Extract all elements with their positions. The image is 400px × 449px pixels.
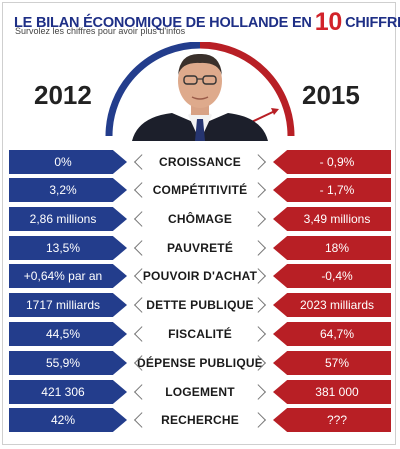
indicator-label: FISCALITÉ — [130, 322, 270, 346]
title-suffix: CHIFFRES — [345, 15, 400, 31]
indicator-label: POUVOIR D'ACHAT — [130, 264, 270, 288]
value-2012[interactable]: 3,2% — [9, 178, 127, 202]
row-chomage[interactable]: 2,86 millions CHÔMAGE 3,49 millions — [0, 207, 400, 232]
value-2012[interactable]: 2,86 millions — [9, 207, 127, 231]
indicator-label: RECHERCHE — [130, 408, 270, 432]
value-2012[interactable]: +0,64% par an — [9, 264, 127, 288]
row-fiscalite[interactable]: 44,5% FISCALITÉ 64,7% — [0, 322, 400, 347]
year-2012: 2012 — [34, 80, 92, 110]
year-2015: 2015 — [302, 80, 360, 110]
value-2015[interactable]: 3,49 millions — [273, 207, 391, 231]
value-2015[interactable]: ??? — [273, 408, 391, 432]
value-2015[interactable]: - 0,9% — [273, 150, 391, 174]
value-2012[interactable]: 42% — [9, 408, 127, 432]
row-pouvoir-achat[interactable]: +0,64% par an POUVOIR D'ACHAT -0,4% — [0, 264, 400, 289]
row-croissance[interactable]: 0% CROISSANCE - 0,9% — [0, 150, 400, 175]
value-2015[interactable]: 64,7% — [273, 322, 391, 346]
row-depense-publique[interactable]: 55,9% DÉPENSE PUBLIQUE 57% — [0, 351, 400, 376]
value-2015[interactable]: -0,4% — [273, 264, 391, 288]
value-2015[interactable]: 381 000 — [273, 380, 391, 404]
indicator-label: LOGEMENT — [130, 380, 270, 404]
infographic-frame — [2, 2, 396, 445]
row-logement[interactable]: 421 306 LOGEMENT 381 000 — [0, 380, 400, 405]
row-competitivite[interactable]: 3,2% COMPÉTITIVITÉ - 1,7% — [0, 178, 400, 203]
indicator-label: PAUVRETÉ — [130, 236, 270, 260]
value-2015[interactable]: - 1,7% — [273, 178, 391, 202]
page-title: LE BILAN ÉCONOMIQUE DE HOLLANDE EN 10 CHIF… — [14, 5, 400, 36]
indicator-label: DETTE PUBLIQUE — [130, 293, 270, 317]
value-2015[interactable]: 18% — [273, 236, 391, 260]
value-2015[interactable]: 2023 milliards — [273, 293, 391, 317]
row-recherche[interactable]: 42% RECHERCHE ??? — [0, 408, 400, 433]
row-dette-publique[interactable]: 1717 milliards DETTE PUBLIQUE 2023 milli… — [0, 293, 400, 318]
gauge-needle-head — [271, 108, 279, 115]
title-number: 10 — [314, 8, 343, 36]
title-prefix: LE BILAN ÉCONOMIQUE DE HOLLANDE EN — [14, 15, 312, 31]
indicator-label: COMPÉTITIVITÉ — [130, 178, 270, 202]
value-2015[interactable]: 57% — [273, 351, 391, 375]
value-2012[interactable]: 44,5% — [9, 322, 127, 346]
indicator-label: CROISSANCE — [130, 150, 270, 174]
indicator-label: CHÔMAGE — [130, 207, 270, 231]
indicator-label: DÉPENSE PUBLIQUE — [130, 351, 270, 375]
value-2012[interactable]: 0% — [9, 150, 127, 174]
portrait-image — [120, 45, 280, 141]
value-2012[interactable]: 13,5% — [9, 236, 127, 260]
value-2012[interactable]: 55,9% — [9, 351, 127, 375]
row-pauvrete[interactable]: 13,5% PAUVRETÉ 18% — [0, 236, 400, 261]
value-2012[interactable]: 421 306 — [9, 380, 127, 404]
value-2012[interactable]: 1717 milliards — [9, 293, 127, 317]
page-subtitle: Survolez les chiffres pour avoir plus d'… — [15, 26, 186, 36]
